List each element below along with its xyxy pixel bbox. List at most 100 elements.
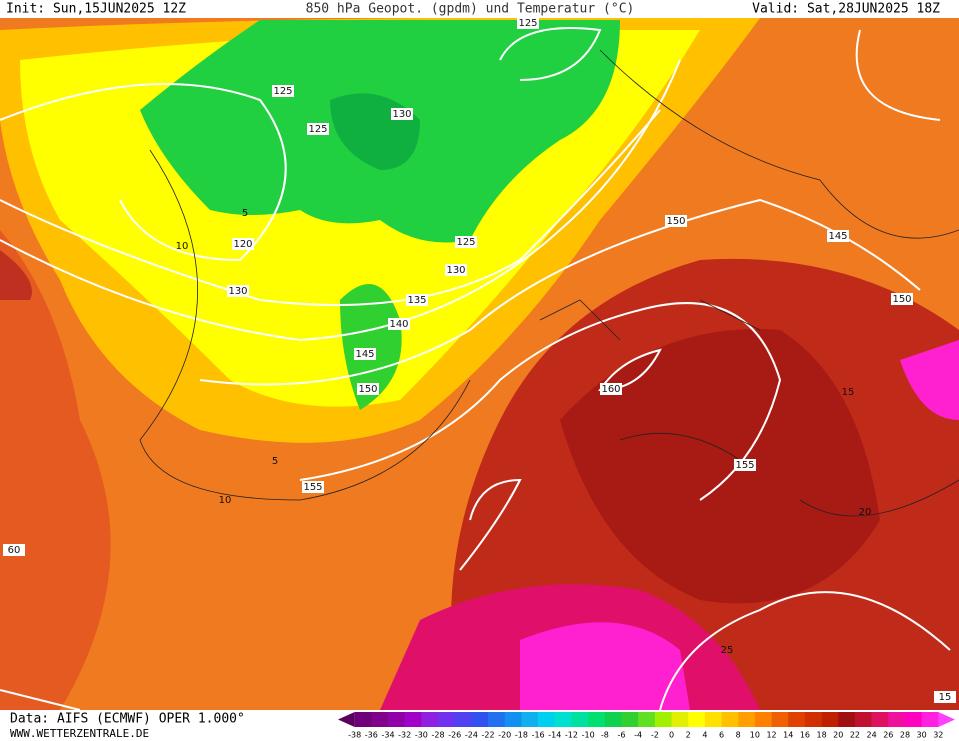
- contour-label: 60: [8, 545, 21, 556]
- contour-label: 125: [308, 124, 327, 135]
- contour-label: 145: [828, 231, 847, 242]
- contour-label-box: [406, 294, 428, 306]
- contour-label-box: [3, 544, 25, 556]
- contour-label-box: [388, 318, 410, 330]
- scale-label: 18: [817, 731, 827, 740]
- contour-label: 150: [358, 384, 377, 395]
- scale-swatch: [921, 712, 939, 727]
- scale-label: -14: [548, 731, 561, 740]
- contour-label-box: [934, 691, 956, 703]
- scale-swatch: [488, 712, 506, 727]
- contour-label: 15: [939, 692, 952, 703]
- scale-label: -16: [532, 731, 545, 740]
- init-time: Init: Sun,15JUN2025 12Z: [6, 2, 186, 17]
- scale-label: 16: [800, 731, 810, 740]
- scale-label: 8: [736, 731, 741, 740]
- data-source: Data: AIFS (ECMWF) OPER 1.000°: [10, 712, 245, 727]
- contour-label: 130: [392, 109, 411, 120]
- contour-label-box: [357, 383, 379, 395]
- scale-swatch: [588, 712, 606, 727]
- contour-label: 125: [518, 18, 537, 29]
- contour-label: 150: [892, 294, 911, 305]
- site-name: WWW.WETTERZENTRALE.DE: [10, 727, 149, 740]
- contour-label-box: [891, 293, 913, 305]
- scale-label: -30: [415, 731, 428, 740]
- scale-swatch: [404, 712, 422, 727]
- contour-label: 5: [272, 456, 278, 467]
- scale-swatch: [788, 712, 806, 727]
- color-scale: -38 -36 -34 -32 -30 -28 -26 -24 -22 -20 -18 -16 -14-…: [338, 712, 955, 740]
- scale-swatch: [521, 712, 539, 727]
- contour-label: 10: [176, 241, 189, 252]
- contour-label: 120: [233, 239, 252, 250]
- scale-swatch: [754, 712, 772, 727]
- scale-label: -38: [348, 731, 361, 740]
- scale-label: -6: [617, 731, 625, 740]
- scale-swatch: [771, 712, 789, 727]
- scale-swatch: [804, 712, 822, 727]
- scale-label: 14: [783, 731, 793, 740]
- contour-label-box: [827, 230, 849, 242]
- contour-label: 145: [355, 349, 374, 360]
- scale-label: -2: [651, 731, 659, 740]
- scale-label: 28: [900, 731, 910, 740]
- scale-swatch: [838, 712, 856, 727]
- scale-swatch: [688, 712, 706, 727]
- scale-label: 12: [766, 731, 776, 740]
- contour-label: 135: [407, 295, 426, 306]
- contour-label: 20: [859, 507, 872, 518]
- contour-label-box: [232, 238, 254, 250]
- contour-label: 10: [219, 495, 232, 506]
- scale-label: -10: [582, 731, 595, 740]
- contour-label-box: [307, 123, 329, 135]
- contour-label: 155: [303, 482, 322, 493]
- contour-label-box: [227, 285, 249, 297]
- scale-swatch: [438, 712, 456, 727]
- scale-swatch: [354, 712, 372, 727]
- scale-label: -4: [634, 731, 642, 740]
- scale-label: -34: [381, 731, 394, 740]
- scale-label: -20: [498, 731, 511, 740]
- scale-label: 24: [867, 731, 877, 740]
- contour-label: 5: [242, 208, 248, 219]
- scale-swatch: [554, 712, 572, 727]
- scale-swatch: [338, 712, 355, 727]
- contour-label-box: [272, 85, 294, 97]
- contour-label-box: [302, 481, 324, 493]
- scale-label: -8: [601, 731, 609, 740]
- contour-label: 140: [389, 319, 408, 330]
- contour-label-box: [665, 215, 687, 227]
- map-title: 850 hPa Geopot. (gpdm) und Temperatur (°…: [306, 2, 635, 17]
- scale-swatch: [388, 712, 406, 727]
- contour-label: 150: [666, 216, 685, 227]
- scale-swatch: [621, 712, 639, 727]
- contour-label-box: [354, 348, 376, 360]
- scale-swatch: [738, 712, 756, 727]
- contour-label: 125: [456, 237, 475, 248]
- contour-label-box: [455, 236, 477, 248]
- scale-swatch: [938, 712, 955, 727]
- map: [0, 18, 959, 711]
- scale-swatch: [471, 712, 489, 727]
- scale-swatch: [654, 712, 672, 727]
- contour-label: 160: [601, 384, 620, 395]
- scale-label: 4: [702, 731, 707, 740]
- scale-swatch: [888, 712, 906, 727]
- scale-label: 32: [933, 731, 943, 740]
- scale-swatch: [871, 712, 889, 727]
- contour-label: 15: [842, 387, 855, 398]
- contour-label-box: [600, 383, 622, 395]
- scale-swatch: [371, 712, 389, 727]
- contour-label: 25: [721, 645, 734, 656]
- contour-label-box: [517, 17, 539, 29]
- scale-label: -18: [515, 731, 528, 740]
- scale-swatch: [454, 712, 472, 727]
- scale-swatch: [504, 712, 522, 727]
- scale-label: 20: [833, 731, 843, 740]
- scale-swatch: [538, 712, 556, 727]
- scale-swatch: [638, 712, 656, 727]
- contour-label: 125: [273, 86, 292, 97]
- scale-swatch: [904, 712, 922, 727]
- contour-label: 130: [228, 286, 247, 297]
